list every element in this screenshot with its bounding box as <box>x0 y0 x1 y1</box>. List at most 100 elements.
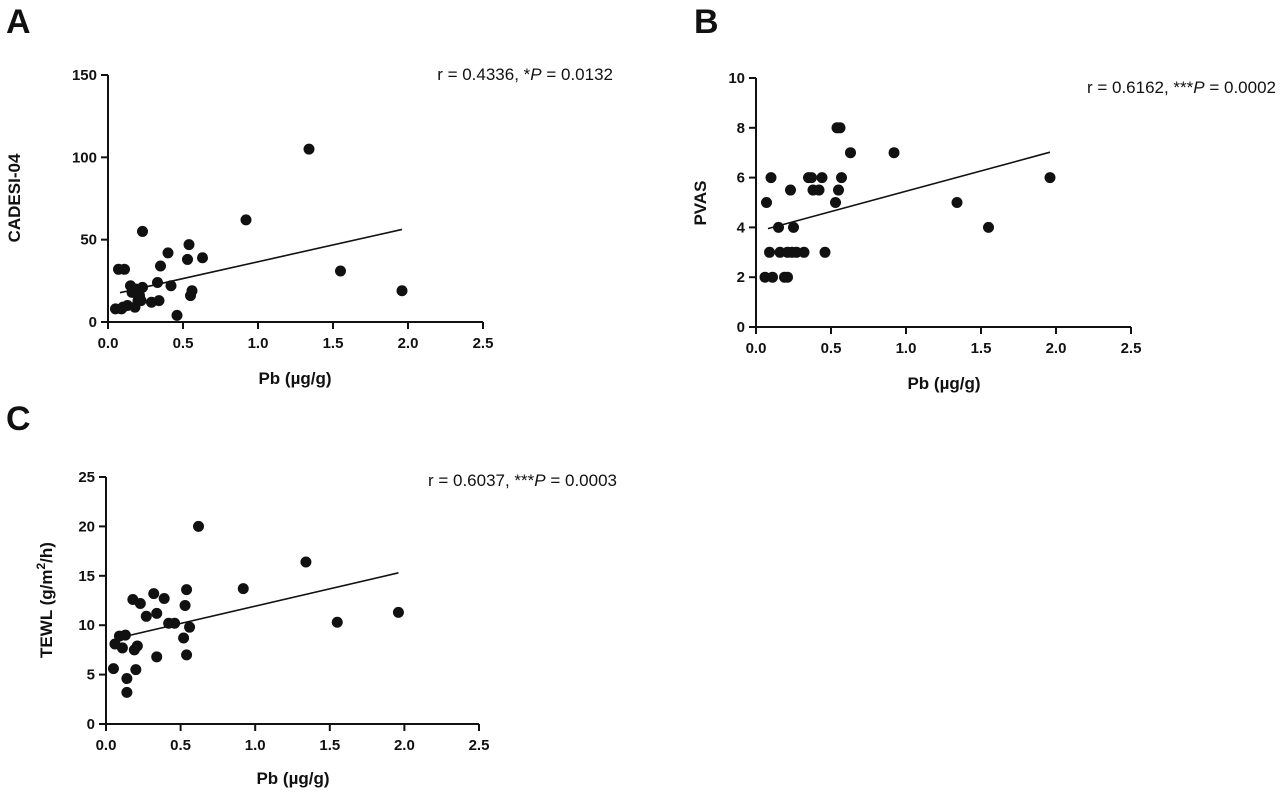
data-point-c <box>116 642 128 654</box>
data-point-a <box>119 263 130 275</box>
x-tick-label-c: 1.0 <box>245 737 266 754</box>
data-point-c <box>121 686 133 698</box>
y-tick-label-b: 4 <box>737 219 746 236</box>
data-point-b <box>816 172 828 184</box>
data-point-c <box>178 632 190 644</box>
panel-letter-c: C <box>6 400 31 438</box>
data-point-b <box>761 197 772 208</box>
data-point-c <box>140 610 152 622</box>
data-point-c <box>184 621 196 633</box>
x-tick-label-c: 2.5 <box>469 737 490 754</box>
data-point-c <box>237 583 249 595</box>
data-point-b <box>764 246 775 258</box>
data-point-b <box>806 172 817 184</box>
data-point-b <box>782 271 793 283</box>
data-point-a <box>197 252 208 264</box>
data-point-c <box>300 556 312 568</box>
x-tick-label-b: 1.0 <box>896 340 917 357</box>
correlation-stat-c: r = 0.6037, ***P = 0.0003 <box>428 471 617 490</box>
y-tick-label-a: 50 <box>80 232 97 249</box>
data-point-c <box>181 649 193 661</box>
x-tick-label-b: 0.0 <box>746 340 767 357</box>
data-point-a <box>165 280 177 292</box>
x-tick-label-a: 1.5 <box>323 335 344 352</box>
y-axis-title-a: CADESI-04 <box>5 153 24 242</box>
data-point-c <box>151 651 163 663</box>
panel-b: B 0 2 4 6 8 10 0.0 0.5 1.0 1.5 2.0 2.5 Pb (µg/g) PVAS r… <box>691 3 1276 393</box>
data-point-a <box>153 295 165 307</box>
data-point-c <box>134 597 146 609</box>
panel-c: C 0 5 10 15 20 25 0.0 0.5 1.0 1.5 2.0 2.5 Pb (µg/g) TE… <box>6 400 617 788</box>
x-tick-label-c: 0.5 <box>170 737 191 754</box>
x-tick-label-a: 2.5 <box>473 335 494 352</box>
data-point-a <box>182 253 193 265</box>
data-point-a <box>152 276 163 288</box>
data-point-b <box>813 184 825 196</box>
y-axis-title-c: TEWL (g/m2/h) <box>34 542 56 658</box>
x-tick-label-c: 1.5 <box>319 737 340 754</box>
data-point-c <box>151 607 163 619</box>
y-tick-label-a: 100 <box>72 149 97 166</box>
panel-letter-a: A <box>6 3 31 41</box>
x-tick-label-a: 1.0 <box>248 335 269 352</box>
data-point-b <box>845 147 856 159</box>
data-point-b <box>836 172 847 184</box>
data-point-c <box>331 616 343 628</box>
data-point-b <box>834 122 846 134</box>
data-point-a <box>135 295 147 307</box>
data-point-b <box>785 184 796 196</box>
data-point-c <box>158 593 170 605</box>
data-point-c <box>121 673 133 685</box>
data-point-a <box>183 239 195 251</box>
regression-line-b <box>767 151 1051 230</box>
data-point-b <box>833 184 844 196</box>
data-point-a <box>137 225 148 237</box>
regression-line-c <box>117 572 399 639</box>
data-point-a <box>240 214 252 226</box>
data-point-c <box>119 629 131 641</box>
data-point-a <box>162 247 174 259</box>
y-tick-label-c: 0 <box>87 716 95 733</box>
data-point-c <box>193 520 205 532</box>
y-tick-label-c: 20 <box>78 518 95 535</box>
y-tick-label-c: 5 <box>87 667 95 684</box>
y-tick-label-c: 10 <box>78 617 95 634</box>
data-point-b <box>798 246 810 258</box>
data-point-a <box>137 281 148 293</box>
y-tick-label-b: 2 <box>737 269 745 286</box>
data-point-b <box>830 197 841 208</box>
correlation-stat-b: r = 0.6162, ***P = 0.0002 <box>1087 78 1276 97</box>
data-point-a <box>396 285 408 297</box>
data-point-c <box>130 664 142 676</box>
data-point-c <box>169 617 181 629</box>
x-tick-label-c: 2.0 <box>394 737 415 754</box>
y-tick-label-a: 150 <box>72 67 97 84</box>
data-point-b <box>888 147 900 159</box>
x-tick-label-b: 2.5 <box>1121 340 1142 357</box>
data-point-a <box>186 285 198 297</box>
y-tick-label-c: 25 <box>78 469 95 486</box>
data-point-b <box>773 221 784 233</box>
x-tick-label-b: 2.0 <box>1046 340 1067 357</box>
data-point-a <box>171 309 183 321</box>
panel-a: A 0 50 100 150 0.0 0.5 1.0 1.5 2.0 2.5 Pb (µg/g) CAD… <box>5 3 613 388</box>
x-tick-label-a: 0.5 <box>173 335 194 352</box>
x-tick-label-c: 0.0 <box>96 737 117 754</box>
data-point-b <box>983 221 994 233</box>
y-tick-label-a: 0 <box>89 314 97 331</box>
data-point-c <box>131 640 143 652</box>
x-axis-title-b: Pb (µg/g) <box>907 374 980 393</box>
x-axis-title-a: Pb (µg/g) <box>258 369 331 388</box>
data-point-b <box>819 246 831 258</box>
correlation-stat-a: r = 0.4336, *P = 0.0132 <box>437 65 613 84</box>
y-tick-label-b: 6 <box>737 170 745 187</box>
y-tick-label-b: 0 <box>737 319 745 336</box>
x-axis-title-c: Pb (µg/g) <box>256 769 329 788</box>
x-tick-label-a: 2.0 <box>398 335 419 352</box>
data-point-c <box>179 599 191 611</box>
y-tick-label-b: 8 <box>737 120 745 137</box>
y-tick-label-b: 10 <box>728 70 745 87</box>
y-axis-title-b: PVAS <box>691 180 710 225</box>
data-point-c <box>148 588 160 600</box>
